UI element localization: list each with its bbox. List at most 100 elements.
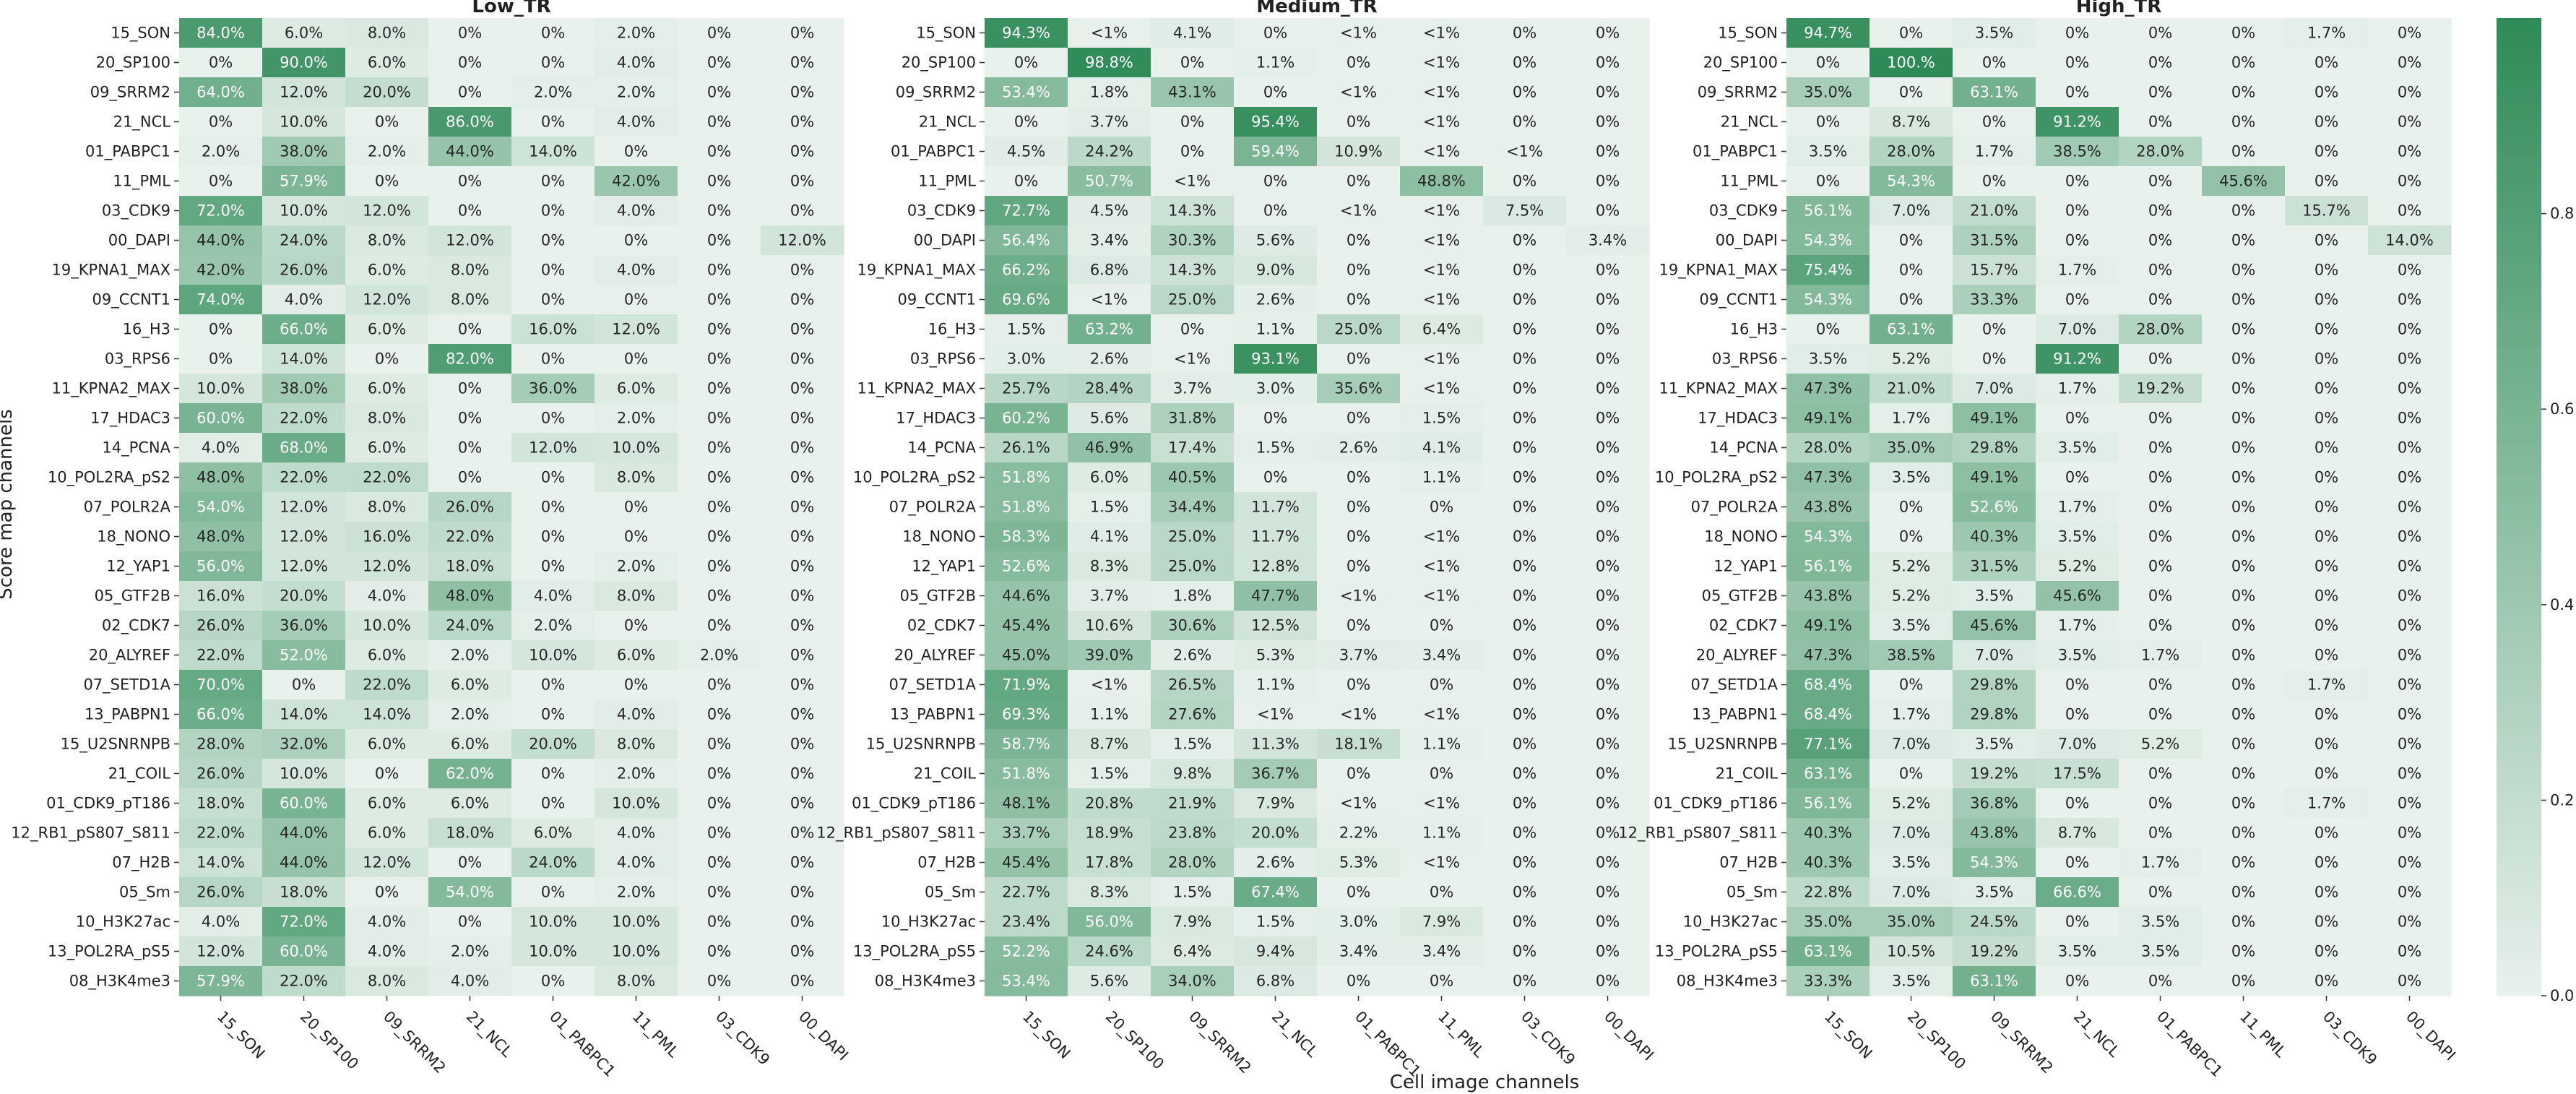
cell-label: 0% (790, 84, 814, 101)
heatmap-cell (1400, 285, 1484, 315)
cell-label: 0% (1899, 232, 1923, 249)
cell-label: 0% (2231, 202, 2255, 220)
heatmap-cell (2036, 522, 2119, 552)
cell-label: <1% (1091, 291, 1128, 309)
cell-label: 28.0% (1804, 439, 1852, 457)
heatmap-cell (595, 225, 678, 256)
heatmap-cell (1786, 699, 1870, 730)
heatmap-cell (1483, 166, 1567, 197)
cell-label: 35.0% (1887, 913, 1935, 931)
heatmap-cell (1400, 433, 1484, 463)
cell-label: 3.0% (1007, 350, 1045, 368)
heatmap-cell (511, 107, 595, 137)
cell-label: 2.0% (534, 84, 572, 101)
cell-label: 63.2% (1085, 321, 1133, 338)
cell-label: 0% (1982, 113, 2006, 131)
heatmap-cell (2368, 107, 2452, 137)
cell-label: 30.6% (1168, 617, 1216, 634)
heatmap-cell (1400, 670, 1484, 700)
heatmap-cell (1953, 77, 2036, 108)
cell-label: 0% (1513, 262, 1536, 279)
heatmap-cell (985, 374, 1068, 404)
heatmap-cell (1786, 611, 1870, 641)
heatmap-cell (1400, 788, 1484, 819)
cell-label: 38.0% (280, 380, 328, 397)
cell-label: 0% (2231, 647, 2255, 664)
heatmap-cell (1400, 166, 1484, 197)
heatmap-cell (595, 48, 678, 78)
heatmap-cell (1317, 729, 1401, 759)
heatmap-cell (1234, 907, 1318, 937)
cell-label: 77.1% (1804, 736, 1852, 753)
heatmap-cell (678, 403, 761, 434)
cell-label: 48.0% (446, 587, 494, 605)
heatmap-cell (1566, 255, 1650, 285)
heatmap-cell (1566, 581, 1650, 611)
heatmap-cell (1151, 462, 1235, 493)
cell-label: 7.0% (1975, 380, 2013, 397)
cell-label: 0% (1513, 617, 1536, 634)
cell-label: 10.0% (280, 113, 328, 131)
row-tick-label: 09_SRRM2 (1698, 84, 1778, 102)
cell-label: <1% (1423, 202, 1460, 220)
col-tick-label: 11_PML (628, 1008, 682, 1061)
cell-label: 0% (2148, 350, 2172, 368)
heatmap-cell (1068, 522, 1151, 552)
heatmap-cell (761, 729, 844, 759)
heatmap-cell (345, 77, 429, 108)
cell-label: 2.6% (1256, 291, 1295, 309)
cell-label: 10.0% (529, 913, 577, 931)
cell-label: 43.8% (1804, 499, 1852, 516)
cell-label: 0% (1596, 943, 1620, 960)
heatmap-cell (2036, 818, 2119, 848)
row-tick-label: 00_DAPI (1716, 232, 1778, 250)
heatmap-cell (595, 877, 678, 908)
heatmap-cell (1317, 492, 1401, 522)
cell-label: 0% (2398, 84, 2421, 101)
col-tick-label: 00_DAPI (2402, 1008, 2459, 1065)
cell-label: 0% (1513, 54, 1536, 72)
row-tick-label: 01_CDK9_pT186 (46, 795, 170, 813)
cell-label: 0% (2314, 469, 2338, 486)
heatmap-cell (262, 314, 346, 345)
heatmap-cell (678, 936, 761, 967)
heatmap-cell (2202, 581, 2286, 611)
cell-label: 0% (541, 706, 565, 723)
heatmap-cell (678, 196, 761, 226)
heatmap-cell (1234, 848, 1318, 878)
cell-label: 0% (2231, 884, 2255, 901)
heatmap-cell (595, 77, 678, 108)
heatmap-cell (262, 255, 346, 285)
cell-label: 2.2% (1339, 824, 1378, 842)
cell-label: 12.5% (1251, 617, 1300, 634)
heatmap-cell (1870, 403, 1953, 434)
cell-label: 0% (624, 617, 648, 634)
heatmap-cell (1566, 966, 1650, 996)
cell-label: 0% (1513, 113, 1536, 131)
cell-label: 2.0% (534, 617, 572, 634)
cell-label: 58.3% (1002, 528, 1050, 546)
heatmap-cell (1151, 107, 1235, 137)
heatmap-cell (595, 522, 678, 552)
row-tick-label: 02_CDK7 (102, 617, 170, 635)
heatmap-cell (511, 166, 595, 197)
heatmap-cell (1234, 759, 1318, 789)
heatmap-cell (511, 788, 595, 819)
col-tick-label: 03_CDK9 (712, 1008, 773, 1069)
cell-label: 63.1% (1804, 943, 1852, 960)
cell-label: 2.0% (368, 143, 406, 160)
heatmap-cell (1151, 522, 1235, 552)
cell-label: 33.7% (1002, 824, 1050, 842)
col-tick-label: 00_DAPI (1600, 1008, 1657, 1065)
cell-label: 7.0% (1892, 824, 1930, 842)
heatmap-cell (2285, 581, 2369, 611)
cell-label: 0% (2398, 824, 2421, 842)
cell-label: 0% (1596, 84, 1620, 101)
cell-label: 0% (541, 676, 565, 694)
cell-label: 0% (541, 973, 565, 990)
heatmap-cell (2202, 225, 2286, 256)
heatmap-cell (2202, 166, 2286, 197)
cell-label: <1% (1423, 143, 1460, 160)
cell-label: 6.0% (368, 824, 406, 842)
cell-label: 0% (1513, 173, 1536, 190)
